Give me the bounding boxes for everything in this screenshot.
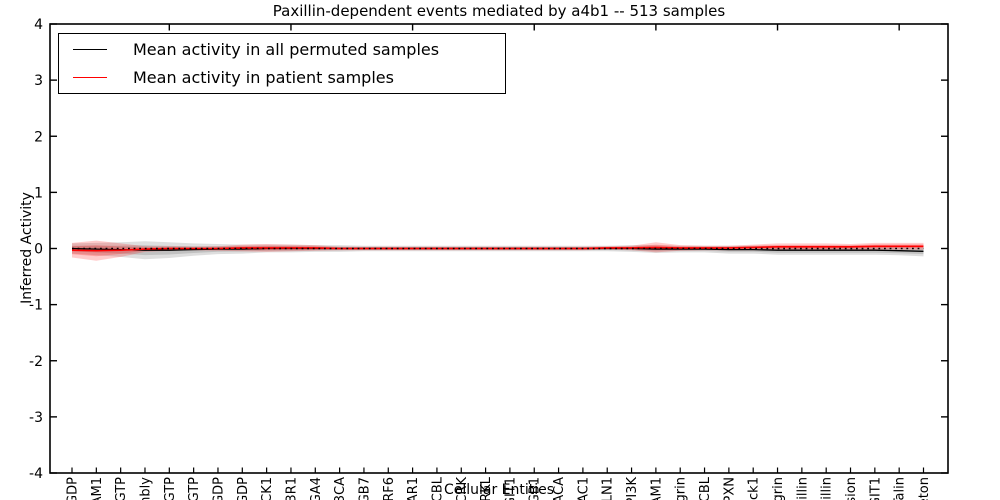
x-tick-label: ARF6	[382, 477, 397, 500]
x-tick-label: mol:GTP	[187, 477, 202, 500]
x-tick-label: CRKL	[479, 476, 494, 500]
y-tick-label: -3	[29, 410, 43, 426]
y-tick-label: 4	[34, 17, 43, 33]
confidence-band	[72, 241, 924, 260]
legend-item-patient: Mean activity in patient samples	[59, 64, 505, 92]
y-axis-label: Inferred Activity	[19, 192, 35, 304]
y-tick-label: -1	[29, 298, 43, 314]
x-tick-label: Rac1/GDP	[236, 477, 251, 500]
x-tick-label: PRKACA	[552, 477, 567, 500]
x-tick-label: BCAR1	[406, 477, 421, 500]
legend-label-patient: Mean activity in patient samples	[133, 67, 394, 87]
x-tick-label: ITGB7	[357, 477, 372, 500]
y-tick-label: 1	[34, 185, 43, 201]
x-tick-label: alpha4/beta1 Integrin/Paxillin	[820, 477, 835, 500]
x-tick-label: alpha4/beta1 Integrin/Paxillin/Talin/Act…	[917, 477, 932, 500]
legend-label-permuted: Mean activity in all permuted samples	[133, 40, 440, 60]
x-tick-label: CRKL/CBL	[698, 476, 713, 500]
x-tick-label: alpha4/beta7 Integrin/Paxillin	[795, 477, 810, 500]
x-tick-label: PXN	[722, 477, 737, 500]
x-tick-label: alpha4/beta1 Integrin/Paxillin/GIT1	[868, 477, 883, 500]
y-tick-label: 3	[34, 73, 43, 89]
x-tick-label: TLN1	[601, 477, 616, 500]
x-tick-label: RAC1	[576, 477, 591, 500]
x-tick-label: p130Cas/Crk/Dock1	[747, 477, 762, 500]
legend: Mean activity in all permuted samples Me…	[58, 33, 506, 94]
x-tick-label: alpha4/beta1 Integrin/Paxillin/VCAM1	[649, 477, 664, 500]
x-tick-label: ARF6/GDP	[211, 477, 226, 500]
x-tick-label: alpha4/beta7 Integrin	[674, 477, 689, 500]
x-tick-label: CRK	[455, 477, 470, 500]
y-tick-label: 2	[34, 129, 43, 145]
x-tick-label: PIK3R1	[284, 477, 299, 500]
x-tick-label: PI3K	[625, 477, 640, 500]
chart-title: Paxillin-dependent events mediated by a4…	[272, 2, 726, 20]
x-tick-label: alpha4/beta1 Integrin/Paxillin/Talin	[893, 477, 908, 500]
x-axis-label: Cellular Entities	[443, 482, 555, 498]
x-tick-label: VCAM1	[90, 477, 105, 500]
y-tick-label: -2	[29, 354, 43, 370]
x-tick-label: ITGA4	[309, 477, 324, 500]
x-tick-label: mol:GDP	[66, 477, 81, 500]
x-tick-label: lamellipodium assembly	[138, 477, 153, 500]
x-tick-label: PIK3CA	[333, 477, 348, 500]
x-tick-label: CBL	[430, 476, 445, 500]
y-tick-label: -4	[29, 466, 43, 482]
y-tick-label: 0	[34, 242, 43, 258]
x-tick-label: DOCK1	[260, 477, 275, 500]
legend-item-permuted: Mean activity in all permuted samples	[59, 36, 505, 64]
confidence-band	[72, 240, 924, 261]
x-tick-label: alpha4/beta1 Integrin	[771, 477, 786, 500]
x-tick-label: Rac1/GTP	[114, 477, 129, 500]
x-tick-label: ARF6/GTP	[163, 477, 178, 500]
x-tick-label: ITGB1	[528, 477, 543, 500]
legend-line-patient-icon	[73, 76, 107, 78]
x-tick-label: cell adhesion	[844, 477, 859, 500]
x-tick-label: GIT1	[503, 477, 518, 500]
legend-line-permuted-icon	[73, 49, 107, 51]
